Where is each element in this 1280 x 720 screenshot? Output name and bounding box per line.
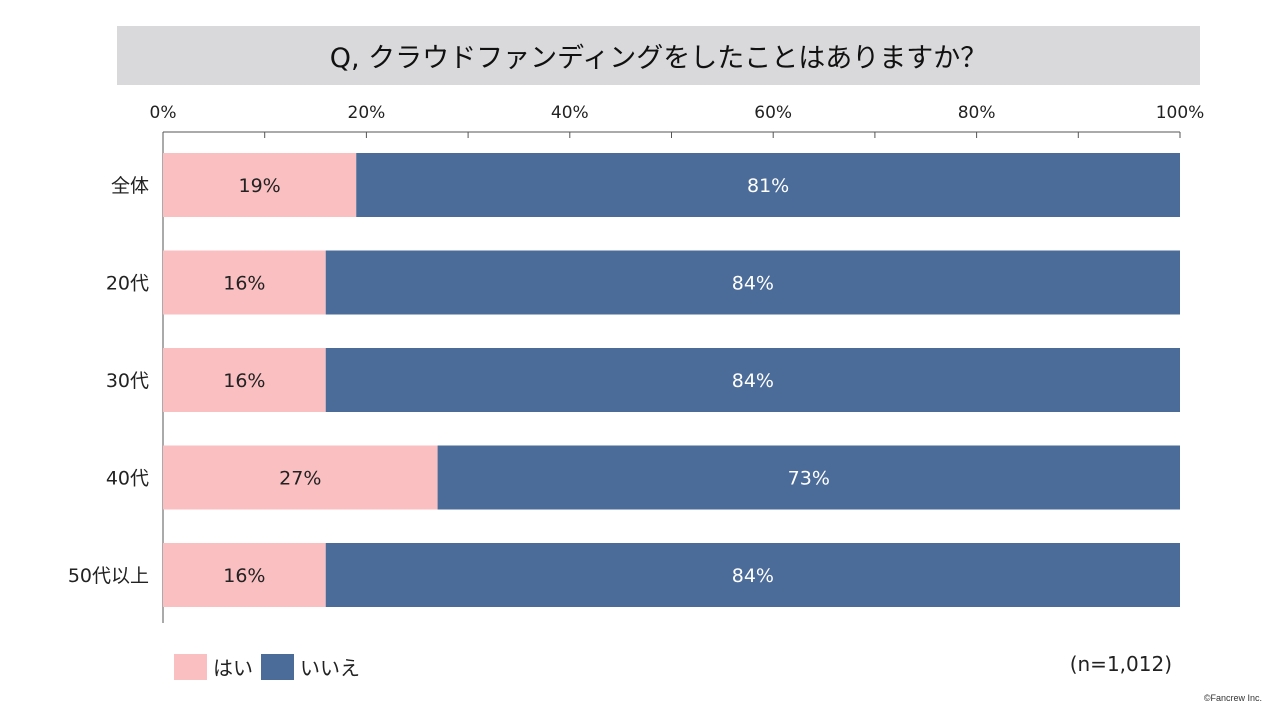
- bar-segment-yes: [163, 543, 326, 607]
- chart-title-text: Q, クラウドファンディングをしたことはありますか？: [329, 43, 988, 74]
- legend-swatch-no: [261, 653, 294, 680]
- bar-segment-yes: [163, 153, 357, 217]
- data-label-no: 84%: [732, 370, 774, 392]
- copyright-text: ©Fancrew Inc.: [1203, 693, 1262, 703]
- data-label-yes: 19%: [238, 175, 280, 197]
- bar-segment-no: [437, 445, 1181, 510]
- chart-title: Q, クラウドファンディングをしたことはありますか？: [117, 26, 1200, 85]
- sample-size-note: (n=1,012): [1069, 652, 1172, 676]
- bar-segment-yes: [163, 250, 326, 315]
- bar-segment-no: [325, 543, 1181, 607]
- data-label-no: 81%: [747, 175, 789, 197]
- bar-segment-yes: [163, 348, 326, 412]
- bar-segment-yes: [163, 445, 438, 510]
- category-label: 50代以上: [68, 565, 149, 587]
- bar-segment-no: [325, 348, 1181, 412]
- data-label-no: 73%: [788, 468, 830, 490]
- category-label: 30代: [106, 370, 149, 392]
- legend-item-no: いいえ: [261, 652, 360, 681]
- legend-item-yes: はい: [174, 652, 253, 681]
- category-label: 40代: [106, 468, 149, 490]
- x-tick-label: 60%: [754, 103, 792, 123]
- data-label-yes: 16%: [223, 565, 265, 587]
- data-label-yes: 27%: [279, 468, 321, 490]
- bar-segment-no: [356, 153, 1181, 217]
- x-tick-label: 100%: [1156, 103, 1205, 123]
- legend: はい いいえ: [174, 652, 368, 681]
- category-label: 20代: [106, 273, 149, 295]
- data-label-yes: 16%: [223, 273, 265, 295]
- x-tick-label: 40%: [551, 103, 589, 123]
- data-label-no: 84%: [732, 565, 774, 587]
- x-tick-label: 0%: [150, 103, 177, 123]
- x-tick-label: 80%: [958, 103, 996, 123]
- data-label-no: 84%: [732, 273, 774, 295]
- data-label-yes: 16%: [223, 370, 265, 392]
- x-tick-label: 20%: [348, 103, 386, 123]
- category-label: 全体: [111, 175, 149, 197]
- bar-segment-no: [325, 250, 1181, 315]
- legend-label-no: いいえ: [300, 656, 360, 680]
- legend-swatch-yes: [174, 653, 207, 680]
- legend-label-yes: はい: [213, 656, 253, 680]
